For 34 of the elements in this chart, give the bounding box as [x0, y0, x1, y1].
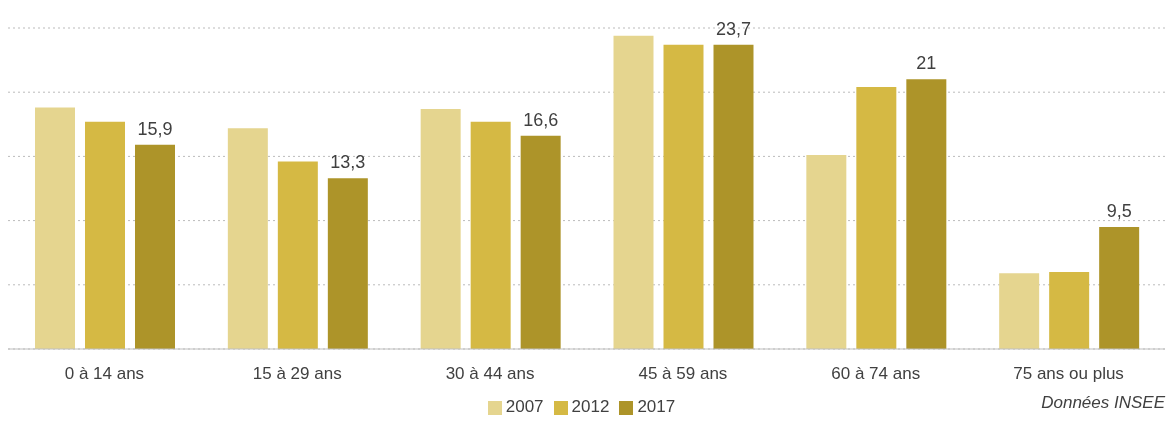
x-tick-label: 30 à 44 ans [445, 364, 535, 384]
x-tick-label: 60 à 74 ans [831, 364, 921, 384]
x-tick-label: 0 à 14 ans [64, 364, 145, 384]
bar [999, 273, 1040, 349]
bar [1099, 227, 1140, 349]
bar [713, 44, 754, 349]
bar [906, 79, 947, 349]
bar [856, 87, 897, 349]
data-label: 13,3 [330, 152, 366, 173]
bar [663, 44, 704, 349]
bar [470, 121, 511, 349]
legend-label: 2012 [571, 397, 610, 416]
x-tick-label: 45 à 59 ans [638, 364, 728, 384]
legend-label: 2017 [637, 397, 676, 416]
x-tick-label: 75 ans ou plus [1013, 364, 1124, 384]
bar [1049, 271, 1090, 349]
bar [327, 178, 368, 349]
bar [420, 108, 461, 349]
data-label: 23,7 [715, 18, 752, 39]
text: Données INSEE [1041, 393, 1165, 413]
bar [35, 107, 75, 349]
bar [520, 135, 561, 349]
data-label: 15,9 [137, 118, 173, 139]
bar [806, 155, 847, 349]
bar [277, 161, 318, 349]
legend-label: 2007 [505, 397, 544, 416]
data-label: 21 [916, 53, 937, 74]
data-label: 16,6 [523, 109, 559, 130]
data-label: 9,5 [1106, 201, 1132, 222]
x-tick-label: 15 à 29 ans [252, 364, 342, 384]
bar [85, 121, 125, 349]
bar [227, 128, 268, 349]
bar [135, 144, 175, 349]
bar [613, 35, 654, 349]
